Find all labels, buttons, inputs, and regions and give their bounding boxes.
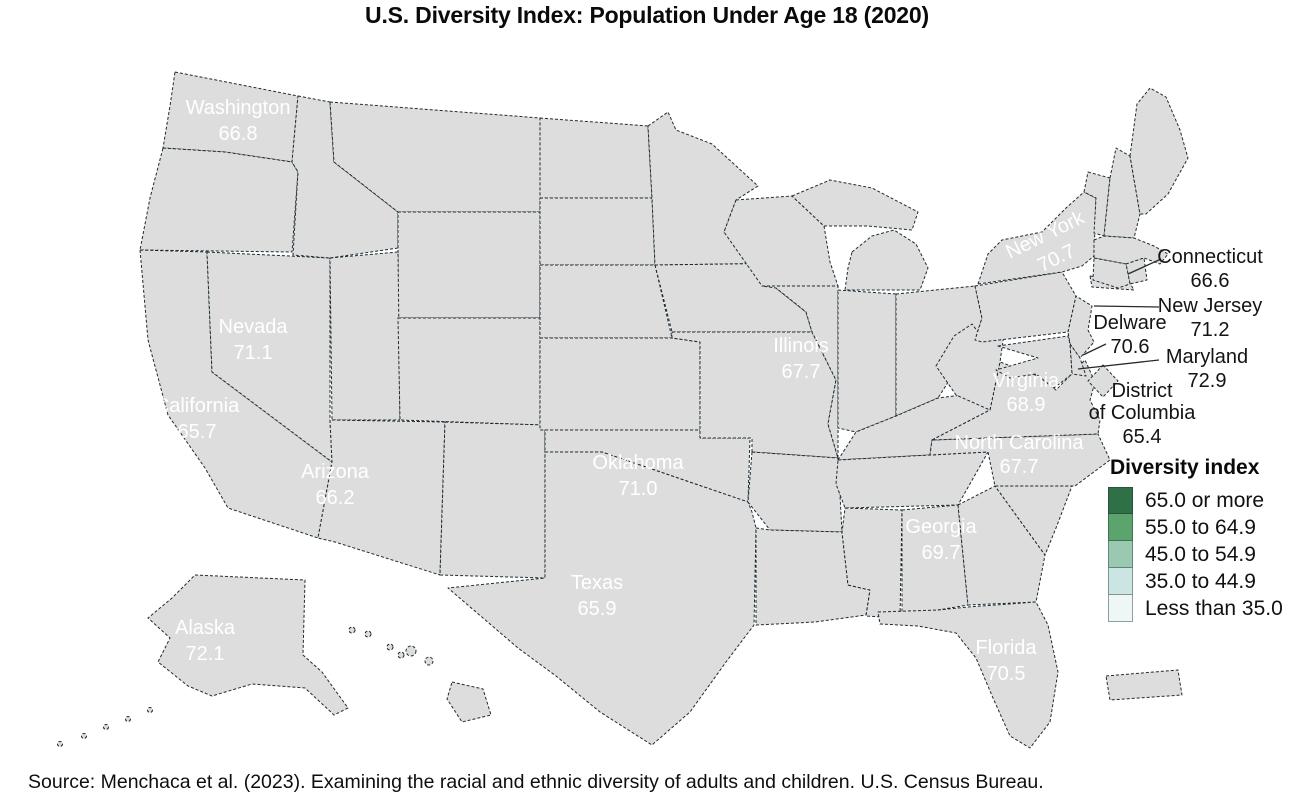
state-colorado	[397, 317, 541, 426]
legend-label: 45.0 to 54.9	[1145, 542, 1256, 566]
state-nebraska	[539, 264, 673, 339]
label-new-jersey-name: New Jersey	[1158, 295, 1262, 317]
state-georgia	[957, 485, 1046, 606]
state-new-jersey	[1067, 295, 1095, 359]
label-california-name: California	[155, 395, 240, 417]
legend-item: 35.0 to 44.9	[1108, 568, 1283, 595]
legend-item: Less than 35.0	[1108, 595, 1283, 622]
label-virginia-value: 68.9	[1007, 394, 1046, 416]
label-virginia-name: Virginia	[993, 370, 1060, 392]
state-connecticut	[1092, 257, 1131, 289]
label-delaware-name: Delware	[1093, 312, 1166, 334]
state-oregon	[139, 147, 299, 253]
label-north-carolina-name: North Carolina	[955, 432, 1085, 454]
label-maryland-value: 72.9	[1188, 370, 1227, 392]
label-alaska-name: Alaska	[175, 617, 236, 639]
state-maine	[1129, 87, 1189, 215]
label-oklahoma-value: 71.0	[619, 478, 658, 500]
label-delaware-value: 70.6	[1111, 336, 1150, 358]
label-washington-value: 66.8	[219, 123, 258, 145]
state-tennessee	[835, 451, 989, 509]
legend-swatch	[1108, 595, 1133, 622]
label-connecticut-value: 66.6	[1191, 270, 1230, 292]
label-illinois-value: 67.7	[782, 361, 821, 383]
state-new-mexico	[439, 421, 546, 579]
legend-item: 65.0 or more	[1108, 487, 1283, 514]
state-wisconsin	[723, 195, 839, 287]
leader-line-delaware	[1082, 343, 1107, 356]
legend-label: 55.0 to 64.9	[1145, 515, 1256, 539]
legend-label: 35.0 to 44.9	[1145, 569, 1256, 593]
state-michigan	[791, 179, 929, 291]
legend-item: 45.0 to 54.9	[1108, 541, 1283, 568]
state-hawaii	[348, 626, 492, 723]
label-california-value: 65.7	[178, 421, 217, 443]
label-florida-name: Florida	[975, 637, 1037, 659]
state-alaska	[57, 574, 349, 747]
source-note: Source: Menchaca et al. (2023). Examinin…	[28, 771, 1044, 793]
state-arkansas	[747, 451, 843, 533]
label-north-carolina-value: 67.7	[1000, 456, 1039, 478]
state-kentucky	[837, 391, 991, 461]
label-georgia-value: 69.7	[922, 542, 961, 564]
state-indiana	[837, 289, 897, 433]
label-dc-line2: of Columbia	[1089, 402, 1197, 424]
state-kansas	[539, 337, 701, 431]
state-massachusetts	[1093, 235, 1169, 265]
state-arizona	[317, 419, 446, 576]
state-puerto-rico	[1105, 669, 1183, 701]
label-connecticut-name: Connecticut	[1157, 246, 1263, 268]
state-west-virginia	[935, 319, 1007, 411]
legend-swatch	[1108, 541, 1133, 568]
leader-line-connecticut	[1127, 258, 1162, 275]
label-texas-value: 65.9	[578, 598, 617, 620]
legend-label: Less than 35.0	[1145, 596, 1283, 620]
leader-line-new-jersey	[1093, 305, 1160, 308]
legend-item: 55.0 to 64.9	[1108, 514, 1283, 541]
legend: Diversity index 65.0 or more 55.0 to 64.…	[1108, 456, 1283, 622]
state-pennsylvania	[974, 271, 1077, 343]
state-wyoming	[397, 211, 541, 319]
state-texas	[447, 451, 757, 746]
label-washington-name: Washington	[186, 97, 291, 119]
legend-swatch	[1108, 568, 1133, 595]
label-alaska-value: 72.1	[186, 643, 225, 665]
state-utah	[329, 251, 401, 421]
state-florida	[877, 601, 1059, 749]
label-dc-line1: District	[1111, 380, 1173, 402]
legend-swatch	[1108, 514, 1133, 541]
label-nevada-name: Nevada	[219, 316, 289, 338]
label-texas-name: Texas	[571, 572, 623, 594]
label-illinois-name: Illinois	[773, 335, 829, 357]
state-maryland	[995, 335, 1073, 389]
label-maryland-name: Maryland	[1166, 346, 1248, 368]
legend-label: 65.0 or more	[1145, 488, 1265, 512]
state-district-of-columbia	[1087, 364, 1119, 398]
label-nevada-value: 71.1	[234, 342, 273, 364]
leader-line-maryland	[1077, 359, 1160, 370]
label-arizona-value: 66.2	[316, 487, 355, 509]
state-south-dakota	[539, 197, 656, 266]
label-dc-value: 65.4	[1123, 426, 1162, 448]
figure-title: U.S. Diversity Index: Population Under A…	[365, 2, 929, 28]
label-florida-value: 70.5	[987, 663, 1026, 685]
legend-title: Diversity index	[1110, 456, 1260, 479]
state-north-carolina	[929, 433, 1111, 487]
label-georgia-name: Georgia	[905, 516, 977, 538]
legend-swatch	[1108, 487, 1133, 514]
state-north-dakota	[539, 117, 653, 199]
label-oklahoma-name: Oklahoma	[592, 452, 684, 474]
state-mississippi	[841, 507, 903, 619]
label-arizona-name: Arizona	[301, 461, 370, 483]
label-new-jersey-value: 71.2	[1191, 319, 1230, 341]
